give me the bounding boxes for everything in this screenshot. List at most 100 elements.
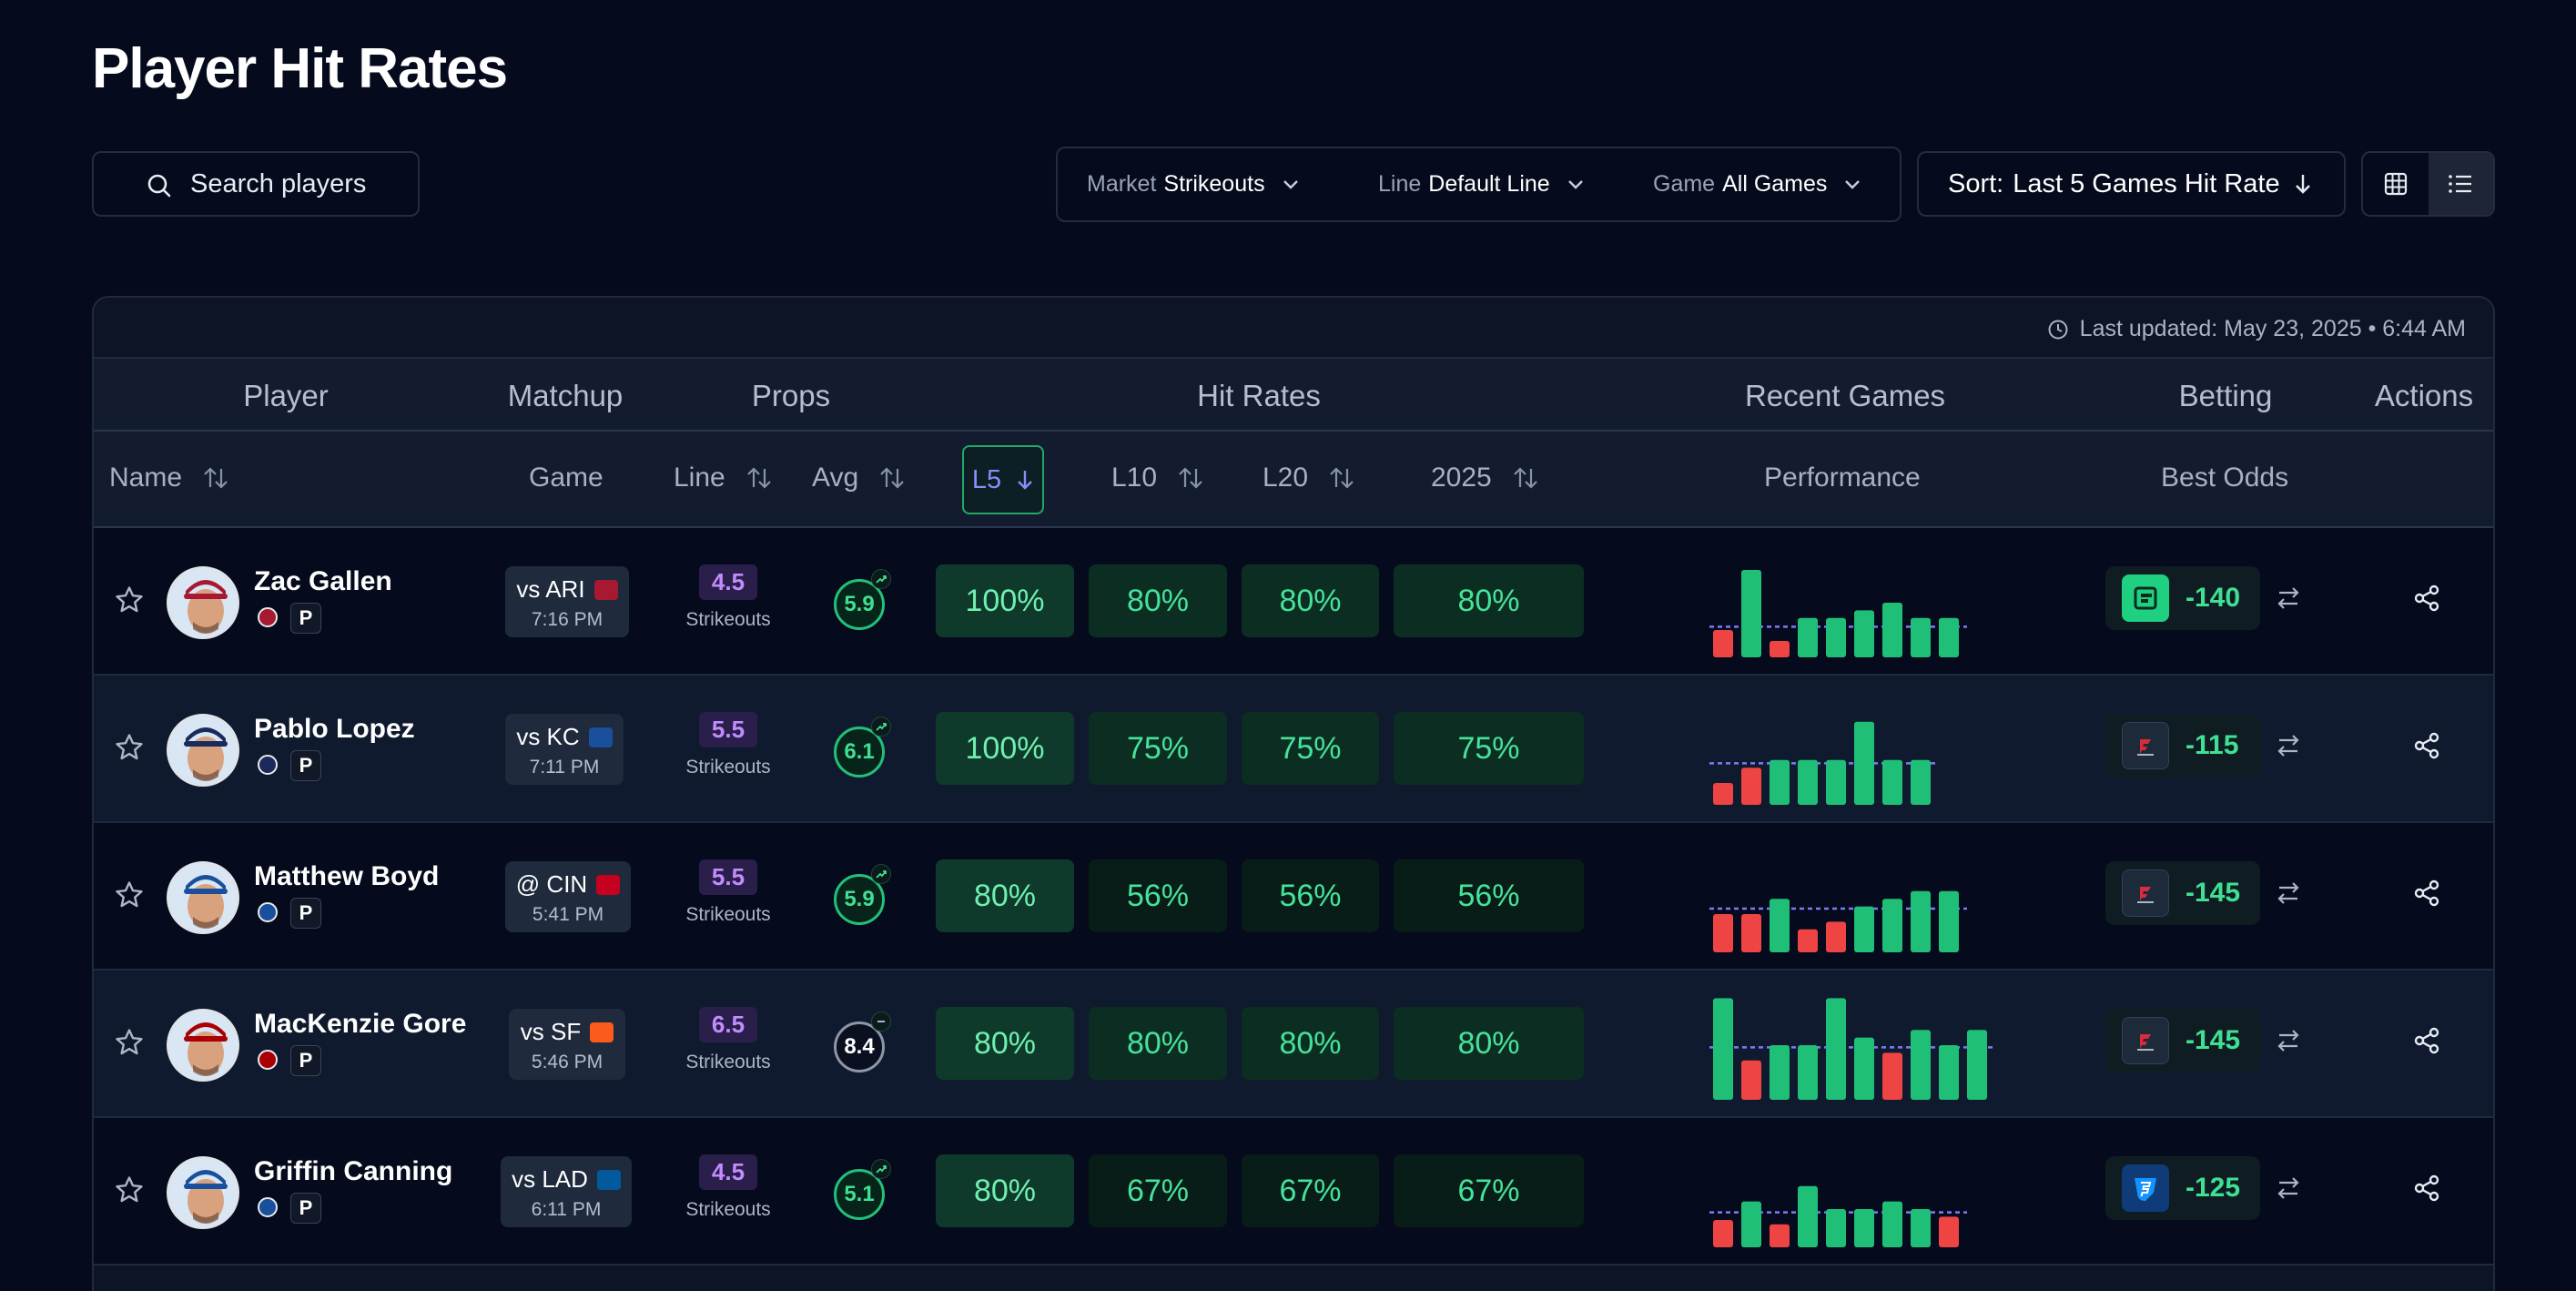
grid-view-button[interactable] bbox=[2363, 153, 2429, 215]
table-row[interactable]: Matthew Boyd P @ CIN 5:41 PM 5.5 Strikeo… bbox=[94, 823, 2493, 971]
table-row[interactable]: MacKenzie Gore P vs SF 5:46 PM 6.5 Strik… bbox=[94, 971, 2493, 1118]
compare-odds-icon[interactable] bbox=[2275, 732, 2302, 764]
team-logo-icon bbox=[258, 607, 278, 627]
favorite-star-icon[interactable] bbox=[114, 732, 145, 767]
best-odds-column-header: Best Odds bbox=[2161, 463, 2288, 493]
recent-games-chart bbox=[1709, 721, 1939, 805]
share-icon[interactable] bbox=[2411, 878, 2442, 913]
game-bar bbox=[1741, 1060, 1761, 1100]
l20-hit-rate: 80% bbox=[1242, 564, 1379, 637]
favorite-star-icon[interactable] bbox=[114, 585, 145, 620]
team-logo-icon bbox=[258, 902, 278, 922]
compare-odds-icon[interactable] bbox=[2275, 1027, 2302, 1059]
l20-hit-rate: 80% bbox=[1242, 1007, 1379, 1080]
line-column-header[interactable]: Line bbox=[674, 463, 773, 493]
game-bar bbox=[1713, 998, 1733, 1100]
opponent-logo-icon bbox=[596, 874, 621, 895]
l10-hit-rate: 67% bbox=[1089, 1154, 1227, 1227]
list-icon bbox=[2449, 175, 2472, 193]
compare-odds-icon[interactable] bbox=[2275, 879, 2302, 911]
player-name[interactable]: Matthew Boyd bbox=[254, 861, 440, 891]
favorite-star-icon[interactable] bbox=[114, 1027, 145, 1062]
list-view-button[interactable] bbox=[2428, 153, 2493, 215]
chevron-down-icon bbox=[1567, 179, 1583, 189]
grid-icon bbox=[2384, 172, 2407, 196]
table-row[interactable]: Zac Gallen P vs ARI 7:16 PM 4.5 Strikeou… bbox=[94, 528, 2493, 676]
l5-header-label: L5 bbox=[971, 464, 1002, 494]
best-odds-button[interactable]: -115 bbox=[2105, 714, 2260, 778]
table-row[interactable]: Griffin Canning P vs LAD 6:11 PM 4.5 Str… bbox=[94, 1118, 2493, 1266]
player-name[interactable]: Zac Gallen bbox=[254, 566, 392, 596]
game-bar bbox=[1911, 617, 1931, 657]
game-time: 7:11 PM bbox=[529, 757, 600, 778]
best-odds-button[interactable]: -140 bbox=[2105, 566, 2260, 630]
game-filter[interactable]: Game All Games bbox=[1653, 148, 1861, 220]
prop-line-cell: 5.5 Strikeouts bbox=[674, 859, 782, 926]
position-badge: P bbox=[290, 603, 321, 634]
game-time: 5:41 PM bbox=[532, 904, 604, 925]
best-odds-value: -140 bbox=[2186, 583, 2241, 613]
compare-odds-icon[interactable] bbox=[2275, 585, 2302, 616]
favorite-star-icon[interactable] bbox=[114, 1174, 145, 1210]
matchup-opponent: vs ARI bbox=[516, 575, 585, 603]
average-badge: 6.1 bbox=[834, 717, 891, 778]
l5-hit-rate: 100% bbox=[936, 564, 1074, 637]
season-header-label: 2025 bbox=[1431, 463, 1492, 493]
avg-column-header[interactable]: Avg bbox=[812, 463, 906, 493]
l10-column-header[interactable]: L10 bbox=[1111, 463, 1204, 493]
average-value: 6.1 bbox=[844, 739, 875, 764]
team-logo-icon bbox=[258, 1197, 278, 1217]
player-name[interactable]: Pablo Lopez bbox=[254, 714, 415, 744]
column-header-row: Name Game Line Avg L5 L10 L20 2025 Perfo… bbox=[94, 432, 2493, 528]
prop-line-type: Strikeouts bbox=[685, 609, 771, 630]
player-name[interactable]: Griffin Canning bbox=[254, 1156, 453, 1186]
sportsbook-logo-icon bbox=[2122, 722, 2169, 769]
group-header-row: Player Matchup Props Hit Rates Recent Ga… bbox=[94, 357, 2493, 432]
l5-value: 80% bbox=[973, 878, 1037, 913]
season-hit-rate: 67% bbox=[1394, 1154, 1584, 1227]
game-bar bbox=[1713, 783, 1733, 805]
l10-value: 80% bbox=[1126, 583, 1190, 618]
player-name[interactable]: MacKenzie Gore bbox=[254, 1009, 467, 1039]
share-icon[interactable] bbox=[2411, 1025, 2442, 1061]
best-odds-button[interactable]: -125 bbox=[2105, 1156, 2260, 1220]
favorite-star-icon[interactable] bbox=[114, 879, 145, 915]
game-bar bbox=[1911, 1030, 1931, 1100]
share-icon[interactable] bbox=[2411, 1173, 2442, 1208]
l20-hit-rate: 75% bbox=[1242, 712, 1379, 785]
sort-dropdown[interactable]: Sort: Last 5 Games Hit Rate bbox=[1917, 151, 2346, 217]
l5-hit-rate: 100% bbox=[936, 712, 1074, 785]
player-avatar bbox=[167, 566, 239, 639]
l20-column-header[interactable]: L20 bbox=[1263, 463, 1355, 493]
name-column-header[interactable]: Name bbox=[109, 463, 229, 493]
best-odds-button[interactable]: -145 bbox=[2105, 861, 2260, 925]
game-bar bbox=[1882, 603, 1902, 657]
l10-hit-rate: 56% bbox=[1089, 859, 1227, 932]
group-props: Props bbox=[751, 379, 831, 412]
game-bar bbox=[1911, 890, 1931, 952]
prop-line-type: Strikeouts bbox=[685, 904, 771, 925]
line-filter[interactable]: Line Default Line bbox=[1378, 148, 1585, 220]
game-bar bbox=[1713, 1220, 1733, 1247]
l5-column-header[interactable]: L5 bbox=[962, 445, 1044, 514]
best-odds-button[interactable]: -145 bbox=[2105, 1009, 2260, 1072]
sportsbook-logo-icon bbox=[2122, 1164, 2169, 1212]
l5-value: 80% bbox=[973, 1025, 1037, 1061]
matchup-opponent: vs SF bbox=[520, 1018, 582, 1045]
share-icon[interactable] bbox=[2411, 583, 2442, 618]
search-input[interactable]: Search players bbox=[92, 151, 420, 217]
page-title: Player Hit Rates bbox=[92, 37, 508, 100]
compare-odds-icon[interactable] bbox=[2275, 1174, 2302, 1206]
group-betting: Betting bbox=[2178, 379, 2273, 412]
market-filter[interactable]: Market Strikeouts bbox=[1087, 148, 1300, 220]
game-bar bbox=[1798, 617, 1818, 657]
share-icon[interactable] bbox=[2411, 730, 2442, 766]
table-row[interactable]: Pablo Lopez P vs KC 7:11 PM 5.5 Strikeou… bbox=[94, 676, 2493, 823]
game-bar bbox=[1854, 1209, 1874, 1247]
season-column-header[interactable]: 2025 bbox=[1431, 463, 1539, 493]
game-header-label: Game bbox=[529, 463, 603, 493]
performance-header-label: Performance bbox=[1764, 463, 1921, 493]
group-hit-rates: Hit Rates bbox=[1197, 379, 1321, 412]
game-bar bbox=[1854, 610, 1874, 657]
prop-line-value: 5.5 bbox=[699, 712, 757, 747]
